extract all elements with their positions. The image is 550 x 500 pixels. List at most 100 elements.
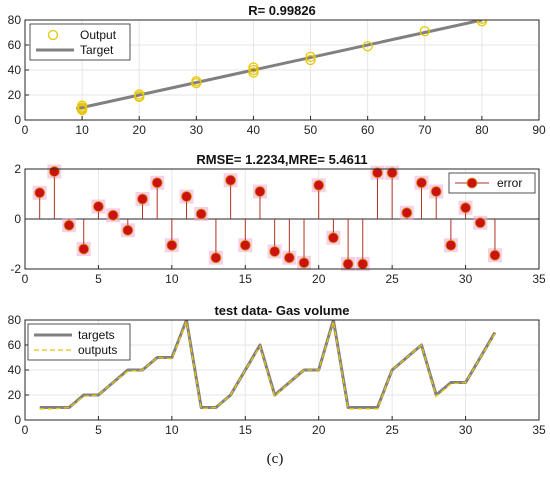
error-marks	[25, 164, 539, 271]
x-tick-label: 0	[22, 123, 29, 137]
error-point	[313, 179, 325, 191]
y-tick-label: 0	[14, 212, 21, 226]
legend-error-marker	[466, 177, 478, 189]
error-point	[239, 239, 251, 251]
x-tick-label: 5	[95, 272, 102, 286]
output-point	[76, 104, 88, 116]
error-point	[327, 232, 339, 244]
x-tick-label: 10	[165, 423, 179, 437]
x-tick-label: 70	[418, 123, 432, 137]
x-tick-label: 20	[312, 423, 326, 437]
x-tick-label: 10	[165, 272, 179, 286]
error-point	[137, 193, 148, 205]
y-tick-label: 40	[8, 63, 22, 77]
error-point	[78, 243, 90, 255]
error-point	[342, 258, 354, 270]
x-tick-label: 50	[304, 123, 318, 137]
output-point	[362, 41, 373, 52]
error-point	[372, 167, 383, 179]
y-tick-label: 0	[14, 413, 21, 427]
output-point	[305, 54, 316, 66]
x-tick-label: 40	[247, 123, 261, 137]
x-tick-label: 0	[22, 423, 29, 437]
x-tick-label: 0	[22, 272, 29, 286]
x-tick-label: 35	[532, 423, 546, 437]
output-point	[76, 100, 88, 111]
x-tick-label: 15	[239, 423, 253, 437]
y-tick-label: 20	[8, 388, 22, 402]
test-data-title: test data- Gas volume	[214, 303, 349, 318]
legend-outputs-label: outputs	[78, 343, 117, 357]
error-point	[166, 239, 178, 251]
error-point	[298, 257, 310, 269]
x-tick-label: 30	[459, 272, 473, 286]
output-point	[134, 91, 145, 103]
legend-target-label: Target	[80, 43, 114, 57]
error-point	[283, 252, 295, 264]
x-tick-label: 15	[239, 272, 253, 286]
output-point	[476, 20, 487, 24]
error-point	[107, 209, 119, 221]
test-data-panel: 0 5 10 15 20 25 30 35 0 20 40 60 80 test data- Gas vo…	[8, 303, 546, 437]
error-point	[269, 246, 281, 257]
legend-targets-label: targets	[78, 328, 115, 342]
x-tick-label: 80	[475, 123, 489, 137]
output-point	[191, 76, 202, 87]
error-point	[210, 252, 222, 264]
error-point	[401, 207, 413, 219]
legend-box	[27, 323, 131, 361]
x-tick-label: 25	[385, 272, 399, 286]
y-tick-label: 80	[8, 313, 22, 327]
y-tick-label: -2	[10, 262, 21, 276]
regression-panel: 0 10 20 30 40 50 60 70 80 90 0 20 40 60 80 R= 0.99826 Ou…	[8, 3, 546, 137]
error-point	[460, 202, 471, 214]
y-tick-label: 60	[8, 338, 22, 352]
x-tick-label: 20	[312, 272, 326, 286]
x-tick-label: 20	[133, 123, 147, 137]
y-tick-label: 60	[8, 38, 22, 52]
output-point	[305, 51, 316, 63]
error-title: RMSE= 1.2234,MRE= 5.4611	[196, 152, 367, 167]
error-point	[474, 217, 486, 229]
y-tick-label: 2	[14, 162, 21, 176]
error-point	[195, 208, 207, 220]
error-point	[181, 191, 192, 202]
regression-marks	[76, 20, 488, 116]
outputs-line	[39, 320, 496, 410]
error-point	[63, 219, 75, 231]
x-tick-label: 30	[459, 423, 473, 437]
output-point	[248, 62, 259, 73]
x-tick-label: 90	[532, 123, 546, 137]
x-tick-label: 35	[532, 272, 546, 286]
legend-output-label: Output	[80, 28, 117, 42]
legend-error-label: error	[497, 176, 522, 190]
x-tick-label: 60	[361, 123, 375, 137]
y-tick-label: 20	[8, 88, 22, 102]
legend-box	[29, 23, 131, 61]
error-point	[225, 174, 237, 186]
x-tick-label: 10	[75, 123, 89, 137]
output-point	[419, 26, 430, 37]
y-tick-label: 0	[14, 113, 21, 127]
error-point	[489, 249, 501, 261]
test-data-marks	[39, 320, 497, 410]
error-point	[416, 177, 427, 189]
legend-output-marker	[47, 29, 59, 41]
error-point	[445, 239, 457, 251]
error-point	[254, 186, 266, 197]
error-point	[93, 201, 104, 212]
error-point	[386, 167, 398, 179]
y-tick-label: 80	[8, 13, 22, 27]
x-tick-label: 5	[95, 423, 102, 437]
x-tick-label: 25	[385, 423, 399, 437]
error-point	[357, 258, 369, 270]
y-tick-label: 40	[8, 363, 22, 377]
error-point	[430, 186, 442, 197]
regression-title: R= 0.99826	[248, 3, 316, 18]
figure-caption: (c)	[267, 451, 284, 467]
error-point	[151, 177, 163, 189]
error-point	[122, 224, 134, 236]
x-tick-label: 30	[190, 123, 204, 137]
